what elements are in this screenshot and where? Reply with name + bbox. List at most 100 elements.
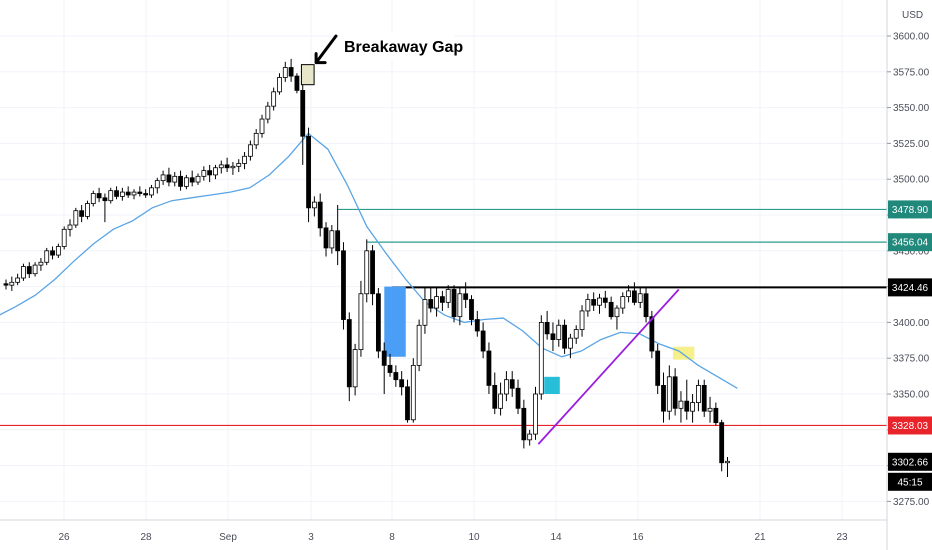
candle-body[interactable] <box>469 299 474 320</box>
candle-body[interactable] <box>137 191 143 194</box>
candle-body[interactable] <box>352 349 358 388</box>
candle-body[interactable] <box>96 193 102 199</box>
candle-body[interactable] <box>655 350 661 386</box>
candle-body[interactable] <box>38 261 44 266</box>
candle-body[interactable] <box>21 266 26 279</box>
candle-body[interactable] <box>201 170 207 177</box>
candle-body[interactable] <box>451 289 457 318</box>
candle-body[interactable] <box>474 319 480 332</box>
candle-body[interactable] <box>381 350 387 366</box>
candle-body[interactable] <box>649 316 655 352</box>
candle-body[interactable] <box>26 266 32 275</box>
candle-body[interactable] <box>632 290 637 303</box>
time-axis[interactable]: 26 28 Sep 3 8 10 14 16 21 23 <box>58 532 848 543</box>
candle-body[interactable] <box>620 296 626 309</box>
candle-body[interactable] <box>445 289 451 303</box>
candle-body[interactable] <box>585 299 591 312</box>
candle-body[interactable] <box>218 164 224 169</box>
candle-body[interactable] <box>15 277 21 283</box>
candle-body[interactable] <box>183 177 189 187</box>
candle-body[interactable] <box>323 227 329 249</box>
candle-body[interactable] <box>364 250 370 295</box>
candle-body[interactable] <box>154 180 160 189</box>
candle-body[interactable] <box>637 293 643 303</box>
candle-body[interactable] <box>311 201 317 209</box>
candle-body[interactable] <box>55 246 61 256</box>
candle-body[interactable] <box>102 197 108 202</box>
candle-body[interactable] <box>503 379 509 395</box>
candle-body[interactable] <box>195 175 201 183</box>
candle-body[interactable] <box>50 250 55 256</box>
candle-body[interactable] <box>358 293 364 351</box>
candle-body[interactable] <box>591 299 597 306</box>
candle-body[interactable] <box>626 290 631 298</box>
candle-body[interactable] <box>288 67 294 77</box>
candle-body[interactable] <box>597 297 602 306</box>
candle-body[interactable] <box>85 203 90 217</box>
candle-body[interactable] <box>375 293 381 352</box>
candle-body[interactable] <box>213 167 218 176</box>
candle-body[interactable] <box>166 174 172 183</box>
candle-body[interactable] <box>230 165 236 169</box>
candle-body[interactable] <box>713 407 719 424</box>
candle-body[interactable] <box>562 324 567 349</box>
plot-area[interactable] <box>0 0 887 520</box>
candle-body[interactable] <box>242 155 247 164</box>
candle-body[interactable] <box>672 376 678 409</box>
candle-body[interactable] <box>172 175 178 183</box>
candle-body[interactable] <box>341 250 346 320</box>
candle-body[interactable] <box>271 91 277 107</box>
candle-body[interactable] <box>236 163 242 167</box>
candle-body[interactable] <box>405 386 410 421</box>
candle-body[interactable] <box>701 385 707 412</box>
candle-body[interactable] <box>434 296 439 309</box>
candle-body[interactable] <box>538 321 544 395</box>
candle-body[interactable] <box>399 379 405 388</box>
candle-body[interactable] <box>114 190 119 197</box>
candle-body[interactable] <box>614 307 620 318</box>
candle-body[interactable] <box>32 264 38 275</box>
highlight-zone[interactable] <box>384 286 406 357</box>
candle-body[interactable] <box>90 193 96 204</box>
candle-body[interactable] <box>480 330 486 352</box>
candle-body[interactable] <box>149 187 154 196</box>
candle-body[interactable] <box>9 281 15 286</box>
gap-box[interactable] <box>300 64 315 86</box>
candle-body[interactable] <box>544 321 550 335</box>
candle-body[interactable] <box>416 324 422 366</box>
candle-body[interactable] <box>463 293 469 300</box>
candle-body[interactable] <box>666 376 672 412</box>
candle-body[interactable] <box>690 402 695 412</box>
candle-body[interactable] <box>329 230 335 249</box>
candle-body[interactable] <box>119 191 125 197</box>
candle-body[interactable] <box>317 201 323 229</box>
candle-body[interactable] <box>125 191 131 196</box>
candle-body[interactable] <box>439 296 445 303</box>
candle-body[interactable] <box>265 105 271 120</box>
candle-body[interactable] <box>160 174 166 182</box>
candle-body[interactable] <box>282 67 288 78</box>
candle-body[interactable] <box>61 228 67 247</box>
candle-body[interactable] <box>393 372 399 381</box>
candle-body[interactable] <box>457 293 463 318</box>
candle-body[interactable] <box>189 177 195 183</box>
candle-body[interactable] <box>422 299 428 326</box>
candle-body[interactable] <box>370 250 375 295</box>
candle-body[interactable] <box>277 77 282 93</box>
candle-body[interactable] <box>515 387 521 409</box>
candle-body[interactable] <box>509 379 515 389</box>
candle-body[interactable] <box>486 350 492 386</box>
highlight-zone[interactable] <box>672 346 695 360</box>
candle-body[interactable] <box>178 175 183 187</box>
candle-body[interactable] <box>3 283 9 286</box>
highlight-zone[interactable] <box>544 376 560 394</box>
candle-body[interactable] <box>79 210 85 217</box>
candle-body[interactable] <box>521 407 527 441</box>
candle-body[interactable] <box>556 324 562 340</box>
candle-body[interactable] <box>684 400 690 412</box>
trend-line[interactable] <box>537 288 680 445</box>
candle-body[interactable] <box>579 310 585 330</box>
candle-body[interactable] <box>707 407 713 412</box>
candle-body[interactable] <box>73 210 79 226</box>
